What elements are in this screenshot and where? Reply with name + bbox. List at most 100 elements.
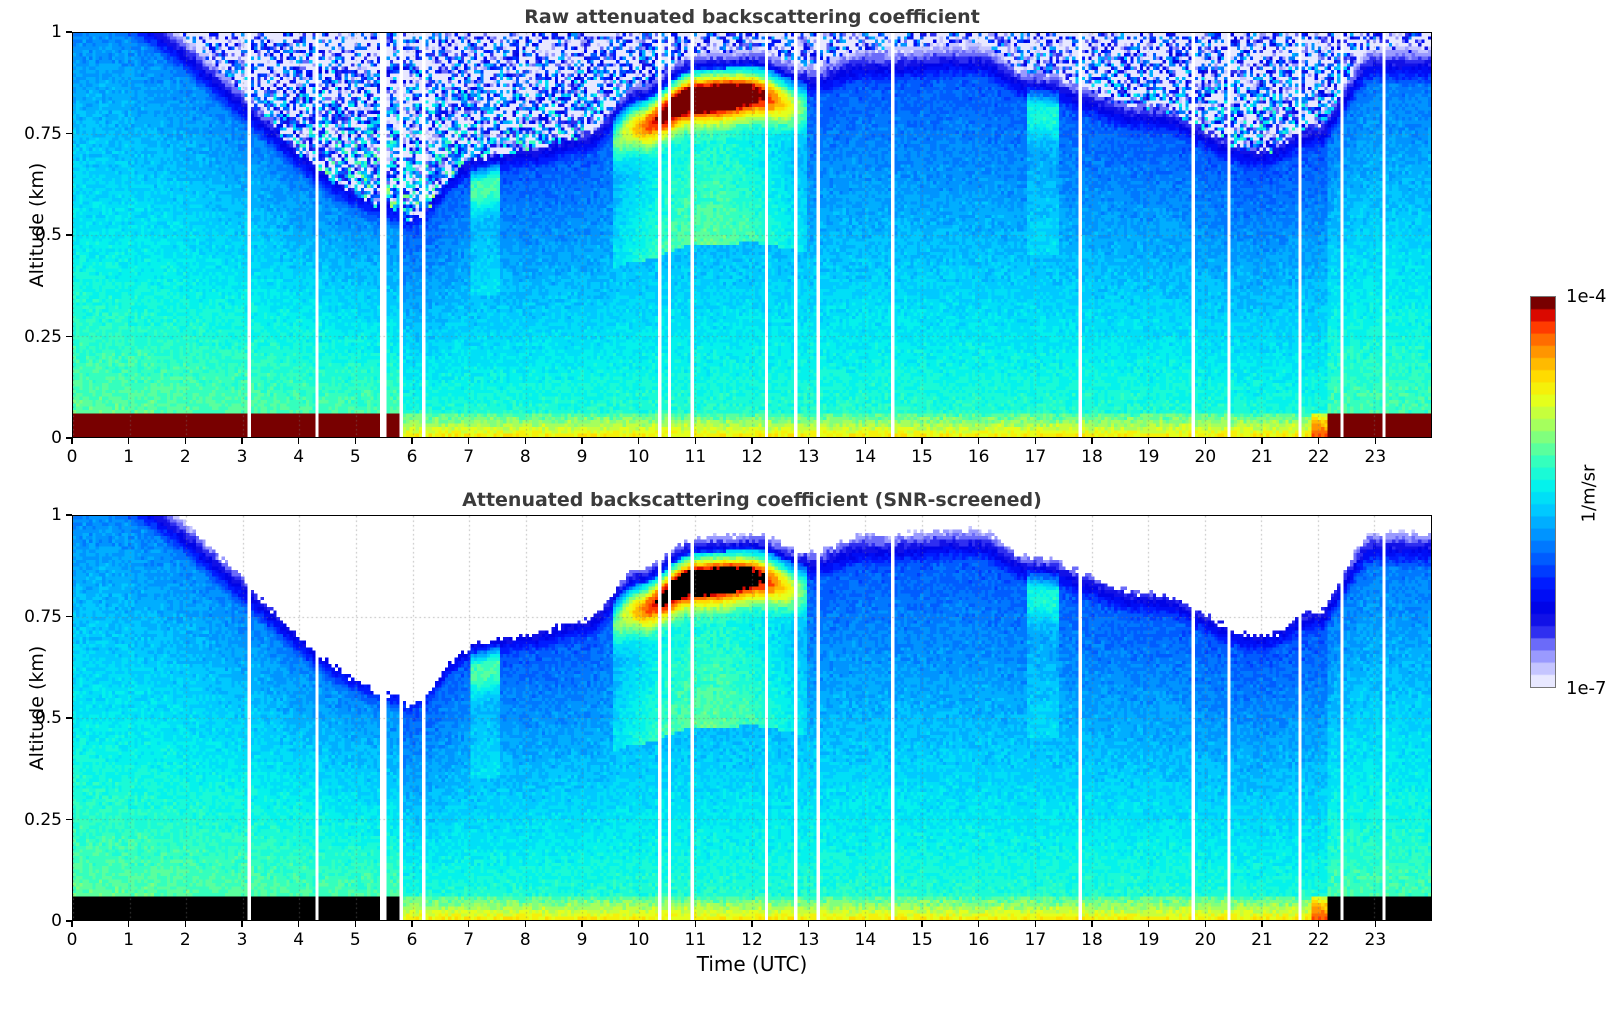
x-tick-mark — [127, 921, 130, 927]
heatmap-raw — [72, 32, 1432, 438]
x-tick-label: 20 — [1194, 930, 1217, 950]
x-tick-label: 15 — [911, 447, 933, 467]
x-tick-mark — [127, 438, 130, 444]
x-tick-mark — [1034, 921, 1037, 927]
x-tick-mark — [977, 438, 980, 444]
x-tick-label: 0 — [66, 930, 78, 950]
x-tick-label: 17 — [1024, 930, 1047, 950]
y-tick-label: 0.75 — [24, 123, 62, 144]
x-tick-mark — [807, 921, 810, 927]
x-tick-label: 4 — [293, 447, 305, 467]
x-tick-mark — [1147, 921, 1150, 927]
x-tick-mark — [1204, 438, 1207, 444]
y-tick-mark — [66, 615, 72, 618]
y-tick-mark — [66, 920, 72, 922]
x-tick-mark — [1147, 438, 1150, 444]
x-tick-mark — [184, 438, 187, 444]
x-tick-label: 19 — [1137, 930, 1160, 950]
x-tick-label: 7 — [463, 447, 475, 467]
y-tick-mark — [66, 818, 72, 821]
x-tick-mark — [467, 921, 470, 927]
x-tick-label: 15 — [911, 930, 933, 950]
x-tick-mark — [411, 438, 413, 444]
x-tick-mark — [184, 921, 187, 927]
x-tick-mark — [297, 438, 300, 444]
x-tick-label: 1 — [123, 447, 135, 467]
x-tick-mark — [71, 438, 73, 444]
x-tick-label: 3 — [236, 930, 248, 950]
x-tick-mark — [241, 921, 243, 927]
x-tick-label: 9 — [576, 447, 588, 467]
x-tick-mark — [1091, 438, 1093, 444]
x-tick-mark — [977, 921, 980, 927]
x-tick-mark — [637, 921, 640, 927]
axis-label-x: Time (UTC) — [696, 952, 808, 976]
x-tick-label: 7 — [463, 930, 475, 950]
x-tick-mark — [71, 921, 73, 927]
x-tick-mark — [581, 921, 583, 927]
y-tick-mark — [66, 717, 72, 719]
panel-raw-title: Raw attenuated backscattering coefficien… — [524, 6, 980, 28]
x-tick-label: 23 — [1364, 930, 1387, 950]
x-tick-mark — [467, 438, 470, 444]
x-tick-label: 19 — [1137, 447, 1160, 467]
x-tick-label: 16 — [967, 930, 990, 950]
x-tick-label: 21 — [1251, 930, 1273, 950]
x-tick-mark — [864, 921, 867, 927]
colorbar-max-label: 1e-4 — [1566, 286, 1607, 307]
x-tick-label: 16 — [967, 447, 990, 467]
x-tick-mark — [1261, 438, 1263, 444]
x-tick-label: 9 — [576, 930, 588, 950]
y-tick-mark — [66, 234, 72, 236]
x-tick-mark — [807, 438, 810, 444]
x-tick-mark — [921, 921, 923, 927]
x-tick-label: 4 — [293, 930, 305, 950]
x-tick-mark — [751, 921, 753, 927]
y-tick-label: 0.25 — [24, 809, 62, 830]
y-tick-label: 0 — [51, 428, 62, 448]
x-tick-mark — [694, 438, 697, 444]
x-tick-mark — [524, 438, 527, 444]
x-tick-label: 18 — [1081, 930, 1103, 950]
x-tick-label: 10 — [627, 447, 650, 467]
x-tick-label: 17 — [1024, 447, 1047, 467]
x-tick-mark — [1204, 921, 1207, 927]
x-tick-label: 11 — [684, 447, 707, 467]
y-tick-label: 0.5 — [34, 708, 62, 728]
x-tick-mark — [637, 438, 640, 444]
x-tick-label: 20 — [1194, 447, 1217, 467]
x-tick-label: 8 — [519, 447, 531, 467]
x-tick-mark — [581, 438, 583, 444]
x-tick-mark — [354, 438, 357, 444]
x-tick-label: 5 — [349, 447, 361, 467]
y-tick-mark — [66, 335, 72, 338]
x-tick-label: 11 — [684, 930, 707, 950]
y-tick-mark — [66, 132, 72, 135]
x-tick-label: 23 — [1364, 447, 1387, 467]
x-tick-label: 12 — [741, 447, 763, 467]
x-tick-label: 12 — [741, 930, 763, 950]
x-tick-label: 6 — [406, 447, 418, 467]
x-tick-mark — [297, 921, 300, 927]
x-tick-label: 13 — [797, 447, 820, 467]
x-tick-label: 14 — [854, 930, 877, 950]
x-tick-label: 6 — [406, 930, 418, 950]
x-tick-mark — [1374, 438, 1377, 444]
x-tick-label: 13 — [797, 930, 820, 950]
x-tick-label: 10 — [627, 930, 650, 950]
panel-screened-title: Attenuated backscattering coefficient (S… — [462, 489, 1042, 511]
y-tick-label: 1 — [51, 22, 62, 42]
x-tick-label: 5 — [349, 930, 361, 950]
x-tick-label: 3 — [236, 447, 248, 467]
y-tick-mark — [66, 514, 72, 516]
x-tick-mark — [1317, 438, 1320, 444]
x-tick-mark — [1374, 921, 1377, 927]
x-tick-label: 2 — [179, 447, 191, 467]
x-tick-label: 8 — [519, 930, 531, 950]
x-tick-label: 21 — [1251, 447, 1273, 467]
x-tick-mark — [864, 438, 867, 444]
x-tick-label: 14 — [854, 447, 877, 467]
x-tick-mark — [751, 438, 753, 444]
x-tick-label: 18 — [1081, 447, 1103, 467]
